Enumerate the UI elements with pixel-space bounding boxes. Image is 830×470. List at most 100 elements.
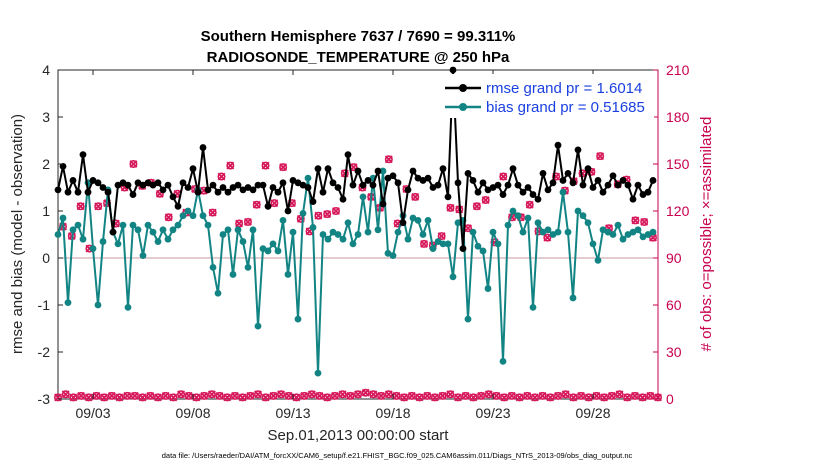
count-assimilated-marker (115, 393, 124, 402)
y-axis-label: rmse and bias (model - observation) (9, 114, 26, 354)
count-assimilated-marker (484, 390, 493, 399)
count-assimilated-marker (107, 391, 116, 400)
y2-tick-label: 150 (666, 156, 690, 172)
count-assimilated-marker (507, 391, 516, 400)
bias-point (204, 221, 212, 229)
count-assimilated-marker (423, 391, 432, 400)
y2-axis-label: # of obs: o=possible; ×=assimilated (698, 117, 715, 352)
count-assimilated-marker (138, 393, 147, 402)
rmse-point (649, 177, 657, 184)
rmse-point (109, 228, 117, 236)
count-assimilated-marker (615, 390, 624, 399)
rmse-point (619, 177, 627, 184)
legend-rmse-marker (459, 84, 467, 92)
y2-tick-label: 90 (666, 250, 682, 266)
count-assimilated-marker (161, 391, 170, 400)
rmse-point (69, 177, 77, 184)
bias-point (449, 273, 457, 281)
bias-point (394, 228, 402, 236)
rmse-point (59, 162, 67, 170)
rmse-point (264, 202, 272, 210)
count-assimilated-marker (338, 390, 347, 399)
y2-tick-label: 30 (666, 344, 682, 360)
count-possible-marker (226, 161, 235, 170)
y-tick-label: -2 (38, 344, 51, 360)
count-possible-marker (499, 172, 508, 181)
bias-point (274, 247, 282, 255)
rmse-point (349, 181, 357, 189)
bias-point (464, 315, 472, 323)
legend-bias-marker (459, 103, 467, 111)
bias-point (169, 226, 177, 234)
bias-point (374, 226, 382, 234)
count-assimilated-marker (515, 393, 524, 402)
count-assimilated-marker (561, 390, 570, 399)
count-assimilated-marker (461, 391, 470, 400)
rmse-point (129, 191, 137, 198)
bias-point (179, 212, 187, 220)
bias-point (404, 235, 412, 243)
count-assimilated-marker (230, 391, 239, 400)
bias-point (99, 238, 107, 245)
count-assimilated-marker (538, 391, 547, 400)
legend-box (440, 74, 654, 118)
rmse-point (204, 186, 212, 194)
rmse-point (544, 186, 552, 194)
count-possible-marker (384, 155, 393, 164)
bias-point (89, 245, 97, 253)
count-assimilated-marker (600, 393, 609, 402)
rmse-point (589, 184, 597, 191)
bias-point (324, 235, 332, 243)
bias-point (379, 167, 387, 175)
bias-point (569, 294, 577, 302)
rmse-point (339, 195, 347, 203)
bias-point (309, 224, 317, 231)
rmse-point (354, 167, 362, 175)
rmse-point (224, 188, 232, 196)
bias-point (634, 226, 642, 234)
bias-point (254, 322, 262, 330)
bias-point (389, 252, 397, 260)
y2-tick-label: 180 (666, 109, 690, 125)
bias-point (249, 226, 257, 234)
count-assimilated-marker (346, 391, 355, 400)
rmse-point (369, 181, 377, 189)
bias-point (414, 217, 422, 224)
rmse-point (499, 191, 507, 198)
bias-point (234, 226, 242, 234)
count-possible-marker (217, 172, 226, 181)
count-assimilated-marker (553, 391, 562, 400)
axes: 09/03 09/08 09/13 09/18 09/23 09/28 -3 -2 -1 0 1 2 3… (38, 62, 690, 421)
rmse-point (629, 195, 637, 203)
rmse-point (94, 179, 102, 187)
count-possible-marker (314, 211, 323, 220)
rmse-point (494, 181, 502, 189)
count-assimilated-marker (300, 391, 309, 400)
bias-point (189, 212, 197, 220)
rmse-point (609, 172, 617, 180)
count-assimilated-marker (330, 391, 339, 400)
bias-point (554, 228, 562, 236)
bias-point (574, 207, 582, 215)
rmse-point (194, 188, 202, 196)
count-assimilated-marker (477, 391, 486, 400)
rmse-point (444, 193, 452, 201)
bias-point (64, 299, 72, 307)
bias-point (544, 226, 552, 234)
count-assimilated-marker (184, 391, 193, 400)
rmse-point (549, 179, 557, 187)
rmse-point (409, 167, 417, 175)
bias-point (534, 219, 542, 227)
bias-point (489, 228, 497, 236)
y-tick-label: 1 (42, 203, 50, 219)
count-assimilated-marker (630, 391, 639, 400)
bias-point (69, 226, 77, 234)
count-assimilated-marker (169, 393, 178, 402)
count-assimilated-marker (469, 393, 478, 402)
y-tick-label: 4 (42, 62, 50, 78)
y-tick-label: 2 (42, 156, 50, 172)
count-assimilated-marker (546, 393, 555, 402)
count-assimilated-marker (100, 393, 109, 402)
count-possible-marker (446, 203, 455, 212)
